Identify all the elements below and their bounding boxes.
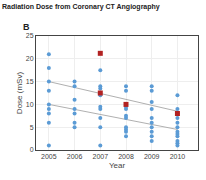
svg-text:Dose (mSv): Dose (mSv) <box>15 72 24 115</box>
svg-text:10: 10 <box>26 101 34 108</box>
svg-text:20: 20 <box>26 55 34 62</box>
svg-text:2009: 2009 <box>144 153 160 160</box>
svg-text:0: 0 <box>30 146 34 153</box>
svg-text:2005: 2005 <box>41 153 57 160</box>
svg-text:15: 15 <box>26 78 34 85</box>
svg-text:25: 25 <box>26 32 34 39</box>
svg-text:B: B <box>23 22 30 32</box>
svg-text:2006: 2006 <box>67 153 83 160</box>
svg-text:2007: 2007 <box>93 153 109 160</box>
svg-text:Year: Year <box>109 161 126 170</box>
svg-text:2008: 2008 <box>118 153 134 160</box>
svg-text:Radiation Dose from Coronary C: Radiation Dose from Coronary CT Angiogra… <box>2 3 160 11</box>
svg-text:5: 5 <box>30 124 34 131</box>
svg-text:2010: 2010 <box>170 153 186 160</box>
